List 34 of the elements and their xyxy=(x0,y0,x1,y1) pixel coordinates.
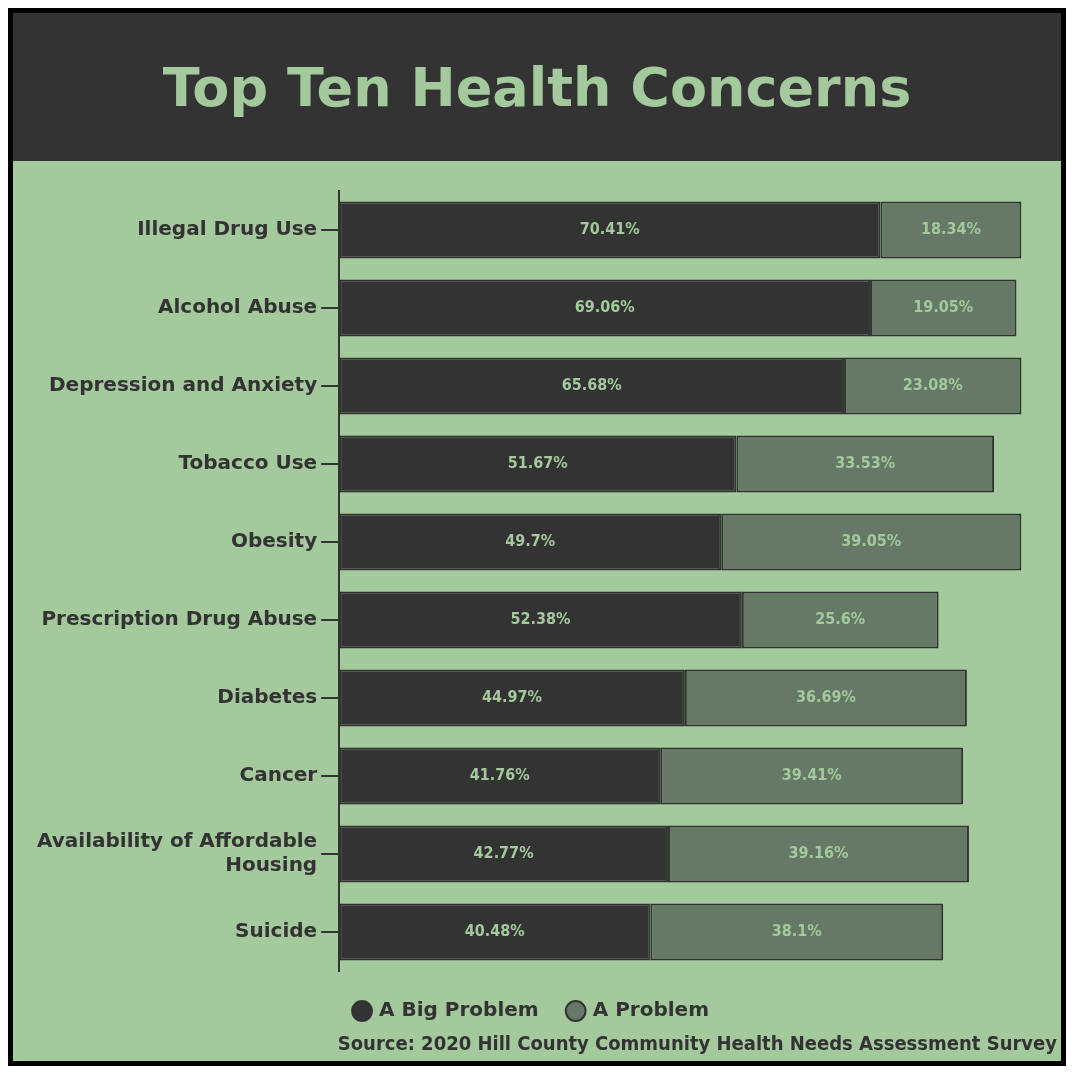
y-tick-label: Suicide xyxy=(235,918,318,943)
data-label: 51.67% xyxy=(507,453,568,473)
data-label: 38.1% xyxy=(771,921,822,941)
y-tick-label: Illegal Drug Use xyxy=(137,216,318,241)
y-tick-label: Tobacco Use xyxy=(178,450,318,475)
y-tick-label: Alcohol Abuse xyxy=(157,294,318,319)
y-tick-label: Depression and Anxiety xyxy=(49,372,318,397)
legend-label: A Problem xyxy=(592,997,709,1022)
source-note: Source: 2020 Hill County Community Health Needs Assessment Survey xyxy=(336,1031,1058,1057)
data-label: 49.7% xyxy=(505,531,556,551)
data-label: 19.05% xyxy=(913,297,974,317)
y-tick-label: Diabetes xyxy=(217,684,318,709)
data-label: 69.06% xyxy=(574,297,635,317)
data-label: 40.48% xyxy=(464,921,525,941)
y-tick-label: Cancer xyxy=(239,762,318,787)
data-label: 39.41% xyxy=(781,765,842,785)
data-label: 18.34% xyxy=(920,219,981,239)
data-label: 44.97% xyxy=(482,687,542,707)
y-tick-label: Obesity xyxy=(230,528,318,553)
data-label: 33.53% xyxy=(835,453,896,473)
data-label: 25.6% xyxy=(815,609,866,629)
data-label: 41.76% xyxy=(469,765,530,785)
data-label: 42.77% xyxy=(473,843,534,863)
data-label: 23.08% xyxy=(902,375,963,395)
data-label: 39.05% xyxy=(841,531,902,551)
data-label: 52.38% xyxy=(510,609,571,629)
data-label: 36.69% xyxy=(795,687,856,707)
data-label: 39.16% xyxy=(788,843,849,863)
legend-label: A Big Problem xyxy=(379,997,539,1022)
chart-title: Top Ten Health Concerns xyxy=(162,55,912,119)
y-tick-label: Prescription Drug Abuse xyxy=(41,606,318,631)
data-label: 70.41% xyxy=(579,219,640,239)
y-tick-label: Availability of Affordable Housing xyxy=(37,828,318,877)
data-label: 65.68% xyxy=(561,375,622,395)
